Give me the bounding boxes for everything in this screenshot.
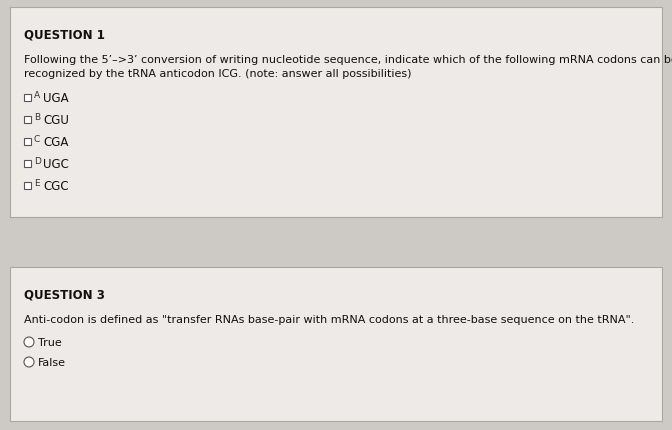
Text: A: A — [34, 91, 40, 100]
Text: C: C — [34, 135, 40, 144]
Text: D: D — [34, 157, 41, 166]
Text: CGC: CGC — [43, 179, 69, 192]
Text: recognized by the tRNA anticodon ICG. (note: answer all possibilities): recognized by the tRNA anticodon ICG. (n… — [24, 69, 411, 79]
Text: QUESTION 3: QUESTION 3 — [24, 287, 105, 300]
Text: UGC: UGC — [43, 157, 69, 170]
Circle shape — [24, 337, 34, 347]
Text: QUESTION 1: QUESTION 1 — [24, 28, 105, 41]
Bar — [24, 138, 31, 145]
FancyBboxPatch shape — [10, 8, 662, 218]
Bar — [24, 160, 31, 167]
Circle shape — [24, 357, 34, 367]
Text: Following the 5’–>3’ conversion of writing nucleotide sequence, indicate which o: Following the 5’–>3’ conversion of writi… — [24, 55, 672, 65]
Bar — [24, 116, 31, 123]
Text: UGA: UGA — [43, 91, 69, 104]
Text: E: E — [34, 179, 40, 188]
Text: CGA: CGA — [43, 135, 69, 148]
Text: B: B — [34, 113, 40, 122]
Bar — [24, 94, 31, 101]
FancyBboxPatch shape — [10, 267, 662, 421]
Text: True: True — [38, 337, 62, 347]
Text: Anti-codon is defined as "transfer RNAs base-pair with mRNA codons at a three-ba: Anti-codon is defined as "transfer RNAs … — [24, 314, 634, 324]
Text: False: False — [38, 357, 66, 367]
Text: CGU: CGU — [43, 113, 69, 126]
Bar — [24, 182, 31, 189]
